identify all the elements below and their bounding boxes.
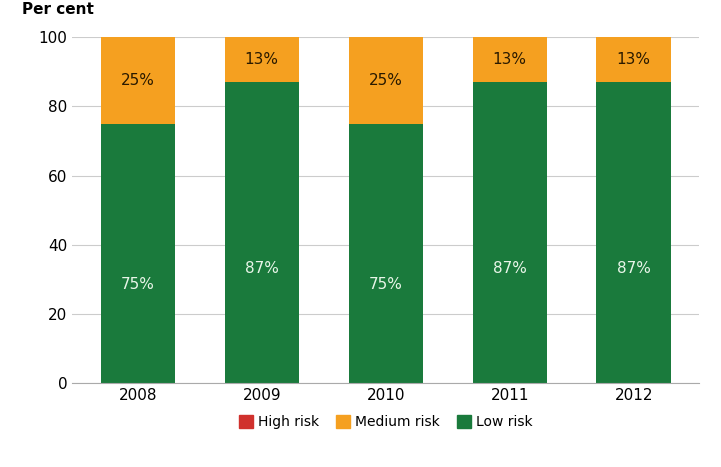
Text: 87%: 87% bbox=[492, 261, 526, 276]
Bar bbox=[224, 82, 299, 383]
Text: 75%: 75% bbox=[121, 277, 155, 292]
Text: 13%: 13% bbox=[492, 52, 527, 67]
Text: Per cent: Per cent bbox=[22, 1, 94, 17]
Legend: High risk, Medium risk, Low risk: High risk, Medium risk, Low risk bbox=[233, 410, 539, 435]
Text: 25%: 25% bbox=[369, 73, 402, 88]
Text: 87%: 87% bbox=[616, 261, 650, 276]
Bar bbox=[101, 37, 175, 124]
Bar bbox=[101, 124, 175, 383]
Bar bbox=[348, 124, 423, 383]
Bar bbox=[596, 82, 671, 383]
Text: 75%: 75% bbox=[369, 277, 402, 292]
Text: 13%: 13% bbox=[244, 52, 279, 67]
Bar bbox=[472, 37, 547, 82]
Bar bbox=[596, 37, 671, 82]
Text: 13%: 13% bbox=[616, 52, 650, 67]
Bar bbox=[348, 37, 423, 124]
Text: 87%: 87% bbox=[245, 261, 279, 276]
Bar bbox=[472, 82, 547, 383]
Text: 25%: 25% bbox=[121, 73, 155, 88]
Bar bbox=[224, 37, 299, 82]
